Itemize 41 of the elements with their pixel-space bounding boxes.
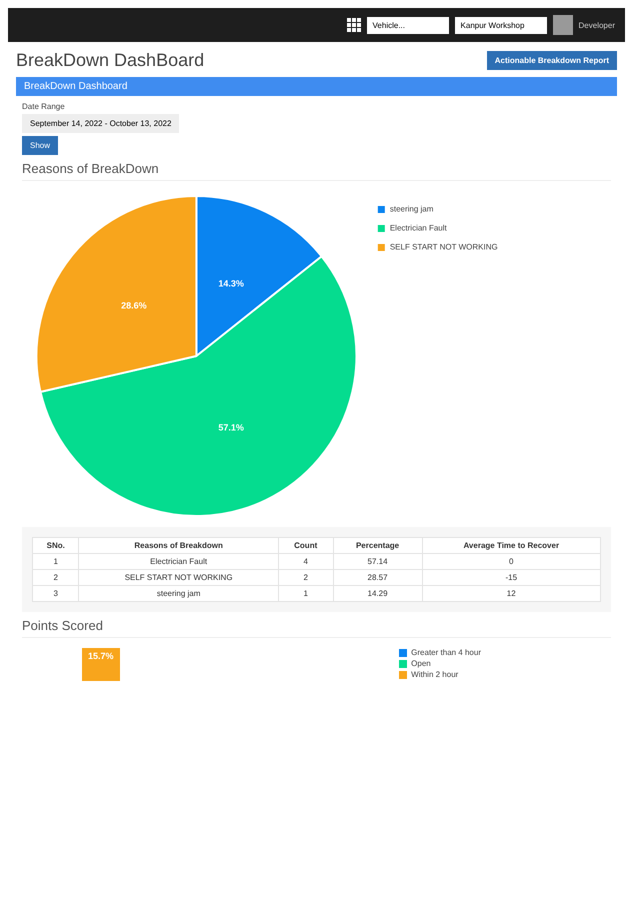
data-label: 57.1% (218, 422, 244, 433)
data-label: 14.3% (218, 278, 244, 288)
legend-label: SELF START NOT WORKING (390, 242, 498, 252)
text: 12 (506, 589, 516, 598)
category-label: Open (410, 659, 432, 668)
chart-title: Reasons of BreakDown (22, 161, 611, 181)
text: Date Range (22, 102, 66, 111)
category-label: Percentage (333, 538, 422, 554)
text: 2 (54, 573, 58, 582)
text: Developer (578, 20, 615, 30)
category-label: Count (278, 538, 334, 554)
text: steering jam (156, 589, 200, 598)
text: 4 (303, 557, 308, 566)
legend-label: steering jam (390, 204, 434, 214)
text: Points Scored (22, 618, 611, 638)
text: BreakDown Dashboard (16, 77, 617, 96)
text: Actionable Breakdown Report (486, 51, 617, 70)
category-label: Within 2 hour (410, 670, 460, 679)
category-label: Greater than 4 hour (410, 648, 481, 657)
text: 0 (509, 557, 514, 566)
text: Vehicle... (366, 16, 449, 34)
category-label: Reasons of Breakdown (78, 538, 278, 554)
category-label: SNo. (32, 538, 79, 554)
legend-label: Electrician Fault (390, 224, 448, 233)
text: 3 (54, 589, 58, 598)
text: BreakDown DashBoard (16, 50, 204, 71)
text: September 14, 2022 - October 13, 2022 (22, 114, 180, 133)
category-label: Average Time to Recover (422, 538, 600, 554)
text: 14.29 (368, 589, 388, 598)
data-label: 28.6% (121, 300, 147, 311)
text: 57.14 (368, 557, 388, 566)
text: 1 (303, 589, 308, 598)
text: Show (22, 136, 58, 155)
text: 1 (54, 557, 58, 566)
text: -15 (505, 573, 518, 582)
text: 2 (303, 573, 308, 582)
text: 28.57 (368, 573, 388, 582)
text: 15.7% (88, 651, 114, 661)
text: Electrician Fault (150, 557, 208, 566)
text: SELF START NOT WORKING (124, 573, 233, 582)
text: Kanpur Workshop (454, 16, 547, 34)
